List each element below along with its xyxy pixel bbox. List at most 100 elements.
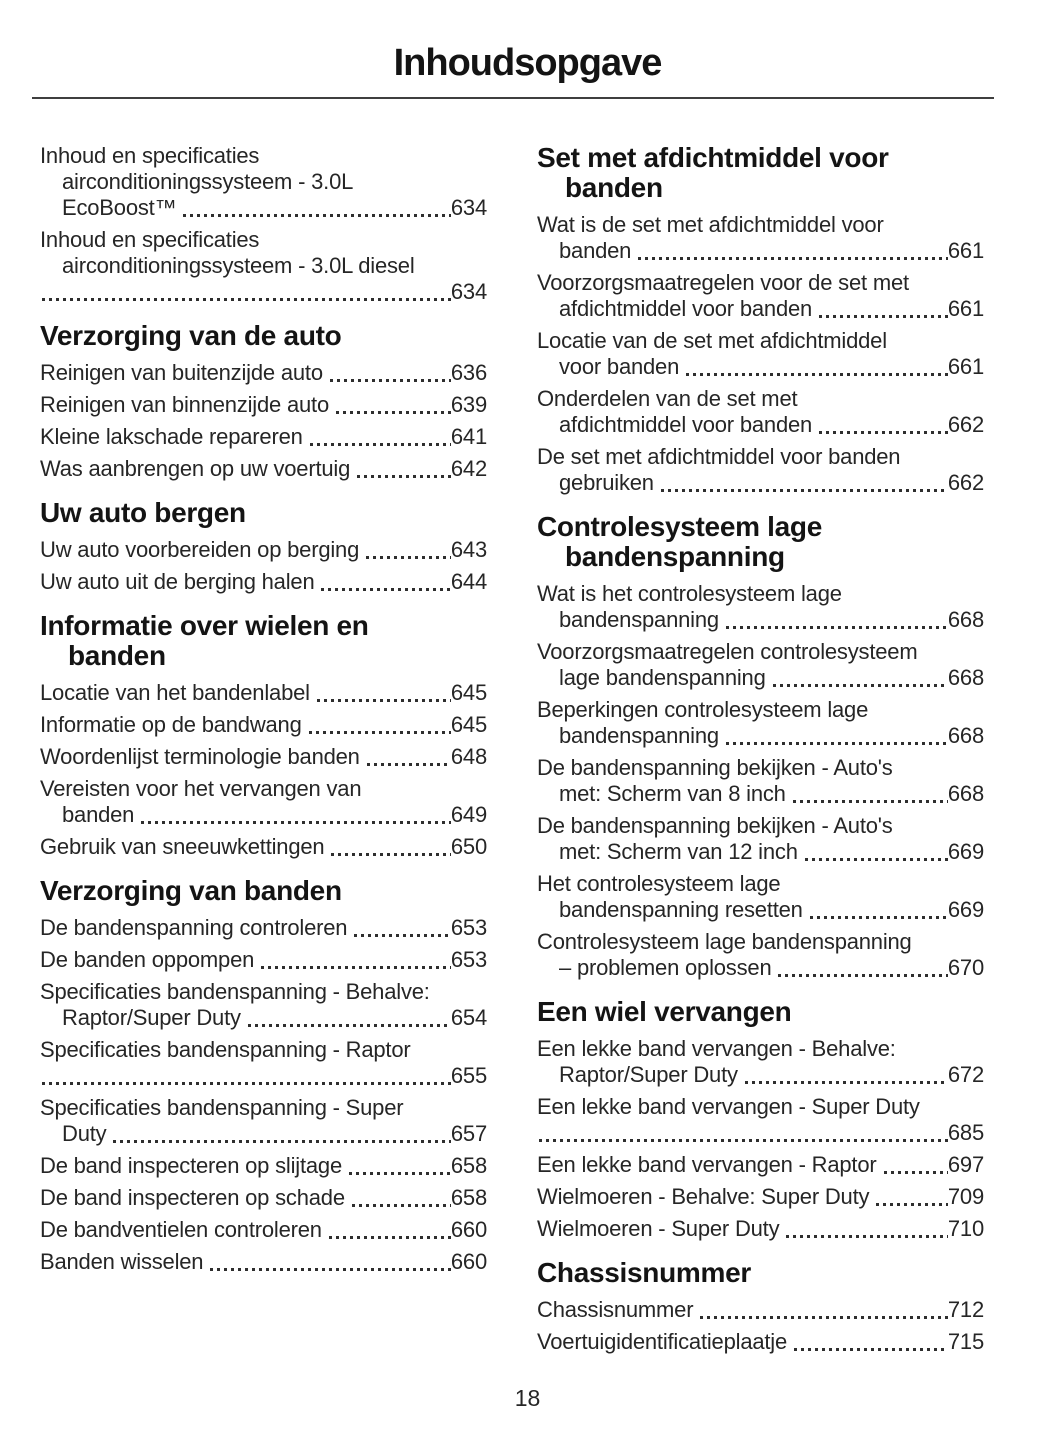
toc-entry-line: airconditioningssysteem - 3.0L diesel [62,253,415,278]
dot-leader [349,1172,451,1175]
toc-entry: Wat is het controlesysteem lage bandenspa… [537,581,984,633]
page-ref: 712 [947,1297,984,1322]
toc-entry-text: met: Scherm van 12 inch [559,839,798,864]
dot-leader [660,489,948,492]
dot-leader [366,556,451,559]
dot-leader [772,684,948,687]
dot-leader [335,411,451,414]
toc-entry-leader-line: met: Scherm van 8 inch 668 [537,781,984,807]
toc-entry-leader-line: Kleine lakschade repareren 641 [40,424,487,450]
page-ref: 669 [947,839,984,864]
section-heading-line: bandenspanning [565,541,785,572]
dot-leader [42,1082,451,1085]
page-ref: 668 [947,781,984,806]
page-ref: 670 [947,955,984,980]
dot-leader [725,626,948,629]
toc-entry-line: Voorzorgsmaatregelen voor de set met [537,270,909,295]
page-title: Inhoudsopgave [393,42,663,84]
page-ref: 650 [450,834,487,859]
toc-entry: Locatie van het bandenlabel 645 [40,680,487,706]
toc-entry-line: Locatie van de set met afdichtmiddel [537,328,887,353]
dot-leader [321,588,451,591]
toc-entry-text: met: Scherm van 8 inch [559,781,786,806]
toc-column-right: Set met afdichtmiddel voor banden Wat is d… [537,143,984,1361]
toc-entry-leader-line: bandenspanning resetten 669 [537,897,984,923]
toc-entry-leader-line: 655 [40,1063,487,1089]
toc-entry-text: afdichtmiddel voor banden [559,296,813,321]
toc-entry-leader-line: voor banden 661 [537,354,984,380]
dot-leader [351,1204,451,1207]
toc-entry: Voorzorgsmaatregelen voor de set met afdi… [537,270,984,322]
toc-entry: Gebruik van sneeuwkettingen 650 [40,834,487,860]
page-ref: 634 [450,279,487,304]
toc-entry-text: voor banden [559,354,680,379]
toc-entry-line: Controlesysteem lage bandenspanning [537,929,912,954]
toc-entry-line: Inhoud en specificaties [40,143,260,168]
toc-entry-leader-line: Woordenlijst terminologie banden 648 [40,744,487,770]
toc-entry-leader-line: Informatie op de bandwang 645 [40,712,487,738]
toc-entry-leader-line: Banden wisselen 660 [40,1249,487,1275]
page-ref: 658 [450,1185,487,1210]
toc-entry: Specificaties bandenspanning - Super Duty… [40,1095,487,1147]
page-ref: 634 [450,195,487,220]
dot-leader [261,966,451,969]
toc-entry-leader-line: De banden oppompen 653 [40,947,487,973]
dot-leader [883,1171,948,1174]
section-heading: Verzorging van banden [40,876,487,906]
page-ref: 672 [947,1062,984,1087]
toc-entry-text: bandenspanning resetten [559,897,803,922]
toc-entry-text: banden [559,238,632,263]
toc-entry-text: Locatie van het bandenlabel [40,680,310,705]
dot-leader [113,1140,451,1143]
page-ref: 641 [450,424,487,449]
toc-entry: Inhoud en specificaties airconditioningss… [40,227,487,305]
page-ref: 658 [450,1153,487,1178]
toc-entry-leader-line: met: Scherm van 12 inch 669 [537,839,984,865]
page-ref: 669 [947,897,984,922]
toc-entry-text: Informatie op de bandwang [40,712,302,737]
page-ref: 662 [947,412,984,437]
page-ref: 636 [450,360,487,385]
toc-entry-text: Duty [62,1121,107,1146]
toc-entry-line: Het controlesysteem lage [537,871,781,896]
toc-entry: Voorzorgsmaatregelen controlesysteem lage… [537,639,984,691]
dot-leader [354,934,451,937]
page-ref: 643 [450,537,487,562]
page-ref: 653 [450,947,487,972]
dot-leader [876,1203,948,1206]
toc-entry: Een lekke band vervangen - Super Duty 685 [537,1094,984,1146]
dot-leader [247,1024,451,1027]
toc-entry: Specificaties bandenspanning - Raptor 655 [40,1037,487,1089]
toc-entry: Vereisten voor het vervangen van banden 64… [40,776,487,828]
toc-entry-text: Reinigen van binnenzijde auto [40,392,329,417]
toc-entry: De band inspecteren op schade 658 [40,1185,487,1211]
toc-entry-leader-line: gebruiken 662 [537,470,984,496]
toc-entry-leader-line: Reinigen van buitenzijde auto 636 [40,360,487,386]
dot-leader [819,431,948,434]
toc-entry: Informatie op de bandwang 645 [40,712,487,738]
page-ref: 661 [947,354,984,379]
section-heading: Informatie over wielen en banden [40,611,487,671]
toc-entry-leader-line: bandenspanning 668 [537,607,984,633]
toc-entry-leader-line: Duty 657 [40,1121,487,1147]
toc-entry: Voertuigidentificatieplaatje 715 [537,1329,984,1355]
toc-entry: De set met afdichtmiddel voor banden gebr… [537,444,984,496]
toc-columns: Inhoud en specificaties airconditioningss… [40,143,1055,1361]
section-heading-line: Een wiel vervangen [537,996,792,1027]
page-ref: 655 [450,1063,487,1088]
dot-leader [539,1139,948,1142]
toc-entry-text: bandenspanning [559,607,719,632]
page-ref: 668 [947,665,984,690]
page-ref: 639 [450,392,487,417]
dot-leader [42,298,451,301]
page-ref: 710 [947,1216,984,1241]
toc-entry-leader-line: 685 [537,1120,984,1146]
page-ref: 697 [947,1152,984,1177]
dot-leader [809,916,948,919]
section-heading: Verzorging van de auto [40,321,487,351]
title-rule [32,97,994,99]
section-heading: Uw auto bergen [40,498,487,528]
dot-leader [366,763,451,766]
toc-entry-line: Specificaties bandenspanning - Raptor [40,1037,411,1062]
toc-entry-text: Was aanbrengen op uw voertuig [40,456,351,481]
